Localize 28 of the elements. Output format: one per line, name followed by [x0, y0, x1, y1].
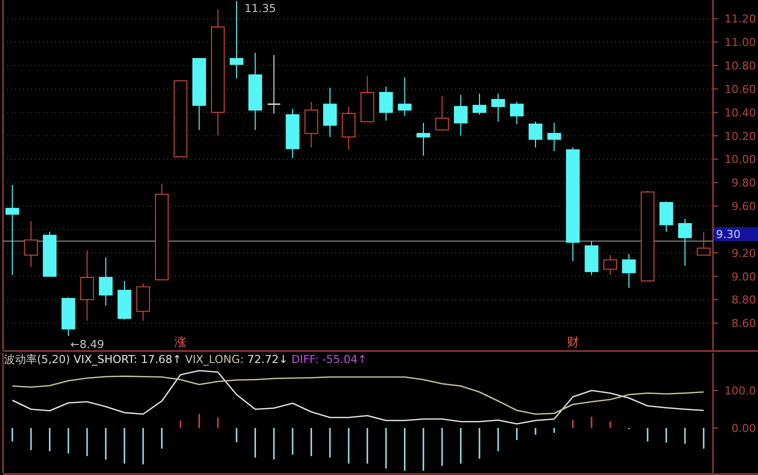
y-tick-label: 9.60: [732, 200, 756, 214]
text: VIX_SHORT:: [74, 353, 141, 366]
line-series: [12, 370, 704, 425]
y-tick-label: 9.00: [732, 270, 756, 284]
annotation: 11.35: [244, 2, 276, 15]
y-tick-label: 10.40: [724, 106, 756, 120]
y-tick-label: 10.00: [724, 153, 756, 166]
y-tick-label: 8.80: [732, 294, 756, 307]
y-tick-label: 11.00: [724, 36, 756, 50]
annotation: ←8.49: [70, 338, 104, 351]
y-tick-label: 8.60: [732, 317, 756, 330]
y-tick-label: 10.60: [724, 82, 756, 96]
y-tick-label: 9.20: [732, 246, 756, 260]
annotation: DIFF: -55.04↑: [291, 353, 367, 366]
chart-title: 波动率(5,20): [4, 353, 74, 366]
y-tick-label: 10.20: [724, 130, 756, 143]
annotation: 72.72↓: [247, 353, 292, 366]
y-tick-label: 9.80: [732, 176, 756, 190]
category-label: 财: [566, 335, 579, 349]
ref-line-label: 9.30: [716, 228, 740, 242]
annotation: 17.68↑: [140, 353, 186, 366]
y-tick-label: 0.00: [732, 422, 756, 435]
line-series: [12, 376, 704, 415]
y-tick-label: 11.20: [724, 12, 756, 26]
y-tick-label: 10.80: [724, 60, 756, 73]
category-label: 涨: [174, 335, 186, 349]
y-tick-label: 100.0: [724, 384, 756, 398]
series-label: VIX_LONG:: [185, 353, 248, 366]
